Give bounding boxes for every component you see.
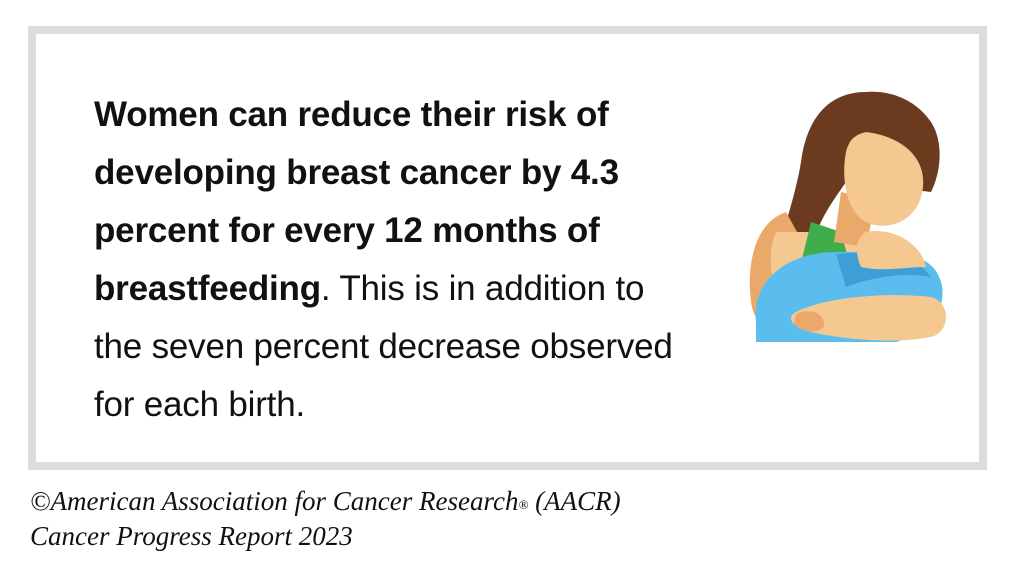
face-shape	[844, 132, 924, 226]
fact-text: Women can reduce their risk of developin…	[94, 86, 694, 434]
fact-bold-text: Women can reduce their risk of developin…	[94, 95, 619, 308]
front-hand-shape	[794, 311, 825, 332]
front-arm-shape	[791, 295, 946, 341]
copyright-credit: ©American Association for Cancer Researc…	[30, 484, 621, 554]
credit-organization: ©American Association for Cancer Researc…	[30, 486, 519, 516]
breastfeeding-mother-icon	[749, 91, 946, 342]
fact-card: Women can reduce their risk of developin…	[28, 26, 987, 470]
credit-abbreviation: (AACR)	[528, 486, 621, 516]
fact-regular-text: . This is in addition to the seven perce…	[94, 269, 673, 424]
credit-line-2: Cancer Progress Report 2023	[30, 521, 353, 551]
baby-head-shape	[856, 231, 926, 270]
hair-front-shape	[831, 94, 938, 187]
credit-line-1: ©American Association for Cancer Researc…	[30, 484, 621, 519]
registered-mark: ®	[518, 497, 529, 512]
